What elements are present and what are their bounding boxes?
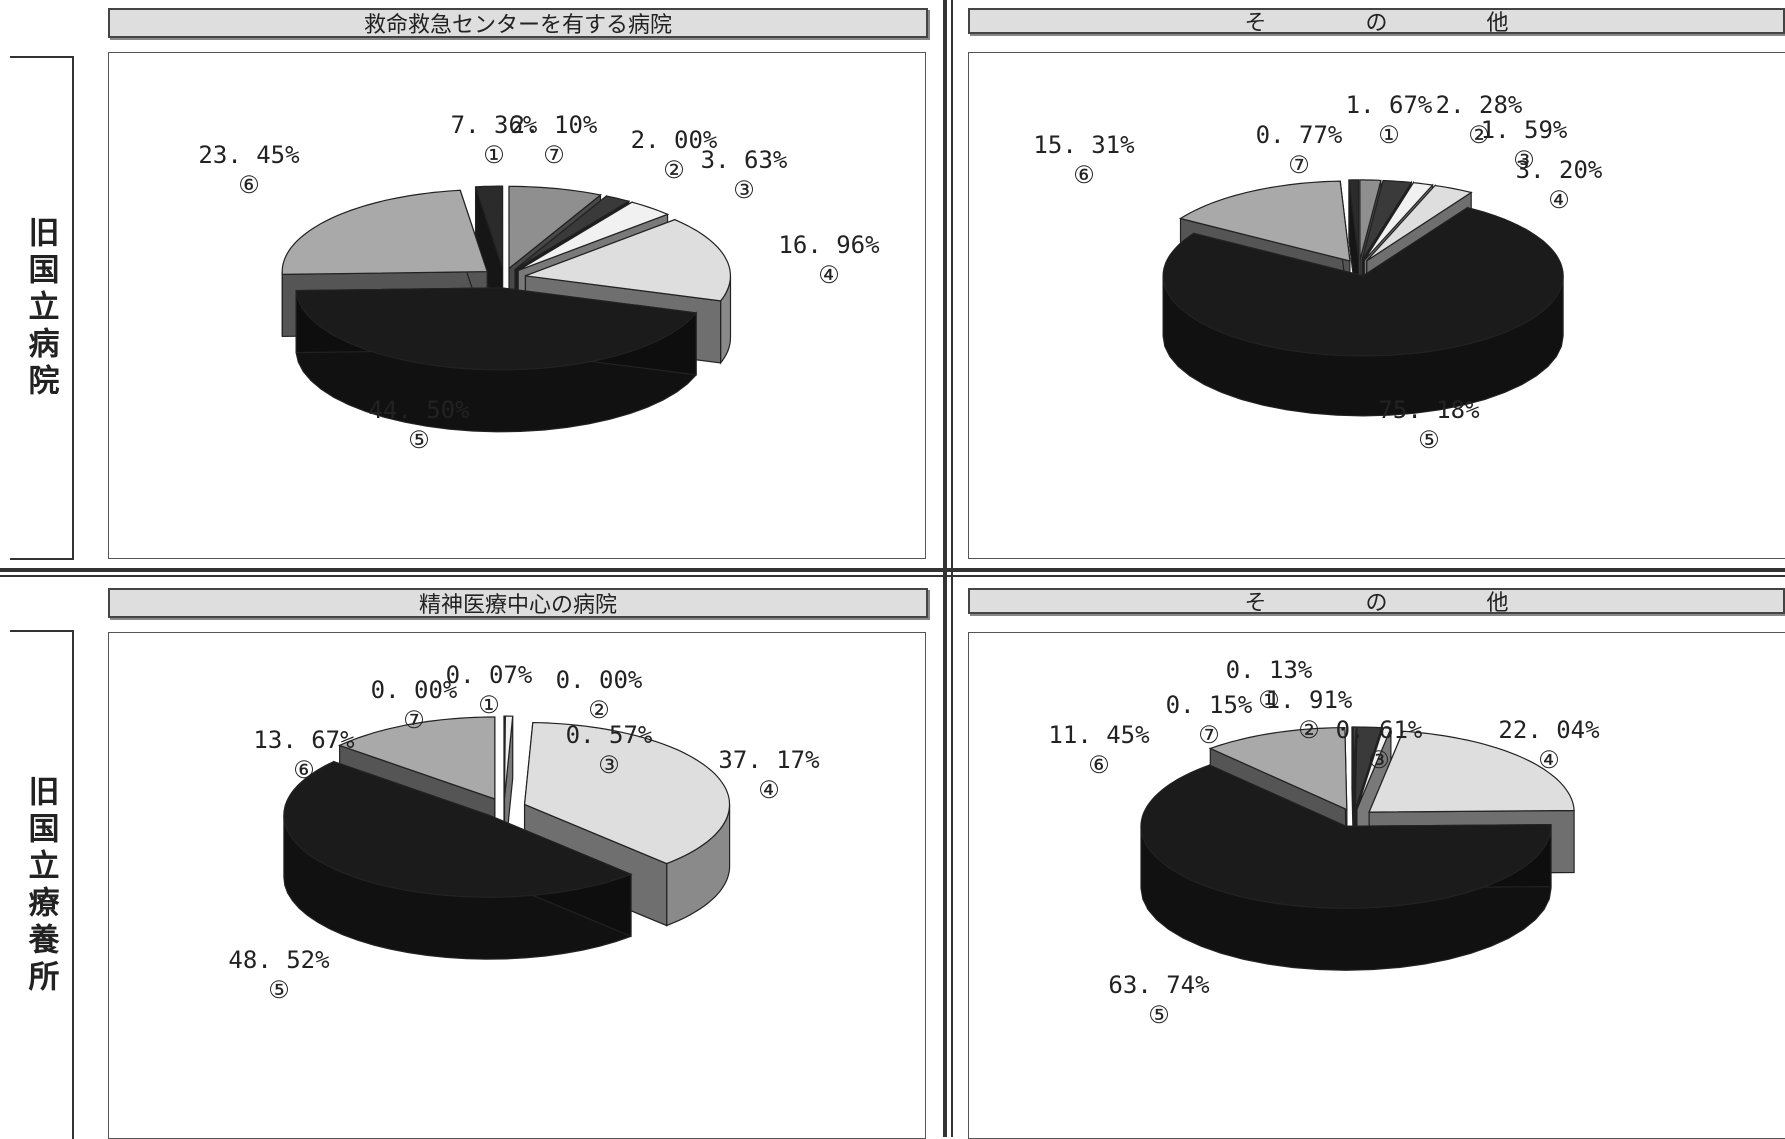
- slice-category-label: ②: [663, 156, 685, 184]
- horizontal-divider: [0, 575, 1785, 577]
- slice-category-label: ⑤: [1418, 426, 1440, 454]
- slice-category-label: ②: [1298, 716, 1320, 744]
- slice-category-label: ②: [588, 696, 610, 724]
- slice-value-label: 0. 61%: [1336, 716, 1423, 744]
- slice-category-label: ⑦: [1288, 151, 1310, 179]
- row-label-former-national-sanatoriums: 旧国立療養所: [10, 630, 74, 1139]
- slice-value-label: 3. 20%: [1516, 156, 1603, 184]
- slice-category-label: ④: [758, 776, 780, 804]
- slice-category-label: ①: [483, 141, 505, 169]
- slice-value-label: 0. 15%: [1166, 691, 1253, 719]
- pie-chart-svg: 1. 67%①2. 28%②1. 59%③3. 20%④75. 18%⑤15. …: [969, 53, 1785, 558]
- slice-category-label: ④: [1538, 746, 1560, 774]
- slice-value-label: 0. 00%: [371, 676, 458, 704]
- horizontal-divider: [0, 568, 1785, 572]
- slice-category-label: ⑥: [1073, 161, 1095, 189]
- chart-title-emergency-center-hospitals: 救命救急センターを有する病院: [108, 8, 928, 38]
- slice-value-label: 0. 57%: [566, 721, 653, 749]
- pie-slice-6: [282, 190, 487, 274]
- slice-value-label: 22. 04%: [1498, 716, 1600, 744]
- slice-category-label: ⑦: [1198, 721, 1220, 749]
- slice-value-label: 63. 74%: [1108, 971, 1210, 999]
- slice-value-label: 48. 52%: [228, 946, 330, 974]
- slice-category-label: ④: [1548, 186, 1570, 214]
- slice-category-label: ③: [733, 176, 755, 204]
- slice-value-label: 0. 13%: [1226, 656, 1313, 684]
- slice-value-label: 16. 96%: [778, 231, 880, 259]
- row-label-text: 旧国立病院: [19, 216, 64, 401]
- slice-category-label: ⑥: [238, 171, 260, 199]
- slice-value-label: 3. 63%: [701, 146, 788, 174]
- slice-value-label: 2. 28%: [1436, 91, 1523, 119]
- slice-category-label: ③: [1368, 746, 1390, 774]
- row-label-former-national-hospitals: 旧国立病院: [10, 56, 74, 560]
- slice-category-label: ⑥: [293, 756, 315, 784]
- slice-category-label: ①: [1378, 121, 1400, 149]
- slice-value-label: 13. 67%: [253, 726, 355, 754]
- slice-category-label: ⑥: [1088, 751, 1110, 779]
- slice-category-label: ⑦: [543, 141, 565, 169]
- slice-value-label: 15. 31%: [1033, 131, 1135, 159]
- slice-value-label: 0. 77%: [1256, 121, 1343, 149]
- slice-category-label: ⑤: [1148, 1001, 1170, 1029]
- slice-category-label: ④: [818, 261, 840, 289]
- slice-value-label: 75. 18%: [1378, 396, 1480, 424]
- slice-value-label: 0. 07%: [446, 661, 533, 689]
- slice-value-label: 7. 36%: [451, 111, 538, 139]
- slice-category-label: ⑦: [403, 706, 425, 734]
- chart-title-others-sanatoriums: そ の 他: [968, 588, 1785, 614]
- slice-value-label: 0. 00%: [556, 666, 643, 694]
- slice-value-label: 1. 67%: [1346, 91, 1433, 119]
- slice-category-label: ①: [478, 691, 500, 719]
- slice-value-label: 1. 91%: [1266, 686, 1353, 714]
- row-label-text: 旧国立療養所: [19, 775, 64, 997]
- slice-category-label: ③: [598, 751, 620, 779]
- slice-category-label: ⑤: [408, 426, 430, 454]
- slice-value-label: 1. 59%: [1481, 116, 1568, 144]
- chart-title-others-hospitals: そ の 他: [968, 8, 1785, 34]
- slice-value-label: 11. 45%: [1048, 721, 1150, 749]
- slice-value-label: 23. 45%: [198, 141, 300, 169]
- chart-title-psychiatric-hospitals: 精神医療中心の病院: [108, 588, 928, 618]
- slice-category-label: ⑤: [268, 976, 290, 1004]
- slice-value-label: 44. 50%: [368, 396, 470, 424]
- slice-value-label: 37. 17%: [718, 746, 820, 774]
